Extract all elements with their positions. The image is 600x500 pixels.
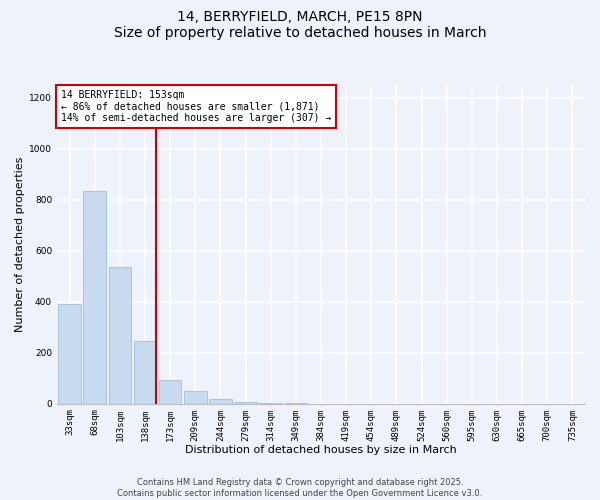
Bar [109,268,131,404]
Text: 14 BERRYFIELD: 153sqm
← 86% of detached houses are smaller (1,871)
14% of semi-d: 14 BERRYFIELD: 153sqm ← 86% of detached … [61,90,331,124]
Bar [209,399,232,404]
X-axis label: Distribution of detached houses by size in March: Distribution of detached houses by size … [185,445,457,455]
Text: Contains HM Land Registry data © Crown copyright and database right 2025.
Contai: Contains HM Land Registry data © Crown c… [118,478,482,498]
Text: 14, BERRYFIELD, MARCH, PE15 8PN
Size of property relative to detached houses in : 14, BERRYFIELD, MARCH, PE15 8PN Size of … [114,10,486,40]
Bar [184,391,206,404]
Bar [159,380,181,404]
Bar [134,340,157,404]
Bar [58,304,81,404]
Bar [259,403,282,404]
Bar [234,402,257,404]
Y-axis label: Number of detached properties: Number of detached properties [15,157,25,332]
Bar [83,191,106,404]
